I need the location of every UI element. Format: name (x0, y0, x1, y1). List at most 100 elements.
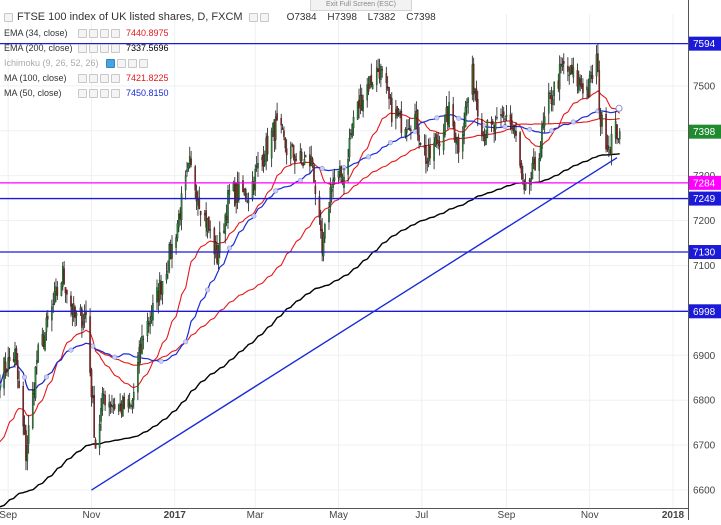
candle[interactable] (66, 289, 68, 304)
candle[interactable] (132, 383, 135, 409)
candle[interactable] (175, 234, 177, 255)
candle[interactable] (289, 141, 292, 166)
candle[interactable] (601, 111, 603, 134)
candle[interactable] (396, 105, 399, 119)
candle[interactable] (385, 66, 388, 94)
candle[interactable] (195, 184, 198, 211)
candle[interactable] (356, 101, 359, 121)
candle[interactable] (180, 186, 183, 231)
candle[interactable] (141, 324, 143, 355)
more-icon[interactable] (111, 29, 120, 38)
candle[interactable] (539, 140, 542, 162)
candle[interactable] (324, 222, 326, 243)
candle[interactable] (18, 370, 20, 389)
price-axis[interactable]: 7500740073007200710069006800670066007594… (688, 0, 721, 520)
candle[interactable] (149, 311, 151, 335)
title-controls[interactable] (248, 12, 269, 22)
candle[interactable] (109, 401, 112, 414)
eye-icon[interactable] (78, 44, 87, 53)
candle[interactable] (366, 77, 369, 108)
candle[interactable] (504, 116, 506, 126)
candle[interactable] (4, 352, 7, 379)
candle[interactable] (486, 119, 489, 139)
indicator-ema200[interactable]: EMA (200, close) 7337.5696 (4, 41, 436, 56)
candle[interactable] (400, 101, 403, 137)
candle[interactable] (247, 192, 250, 212)
candle[interactable] (388, 86, 390, 110)
candle[interactable] (552, 90, 554, 112)
candle[interactable] (448, 91, 450, 129)
candle[interactable] (453, 120, 456, 143)
candle[interactable] (380, 63, 382, 88)
candle[interactable] (283, 126, 285, 141)
candle[interactable] (433, 132, 435, 170)
candle[interactable] (519, 131, 521, 169)
candle[interactable] (410, 125, 412, 140)
candle[interactable] (520, 160, 523, 180)
candle[interactable] (303, 151, 306, 166)
eye-icon[interactable] (78, 29, 87, 38)
candle[interactable] (314, 179, 317, 206)
candle[interactable] (569, 65, 572, 76)
candle[interactable] (82, 313, 85, 331)
candle[interactable] (505, 105, 508, 122)
legend-collapse-icon[interactable] (4, 12, 13, 22)
candle[interactable] (319, 209, 322, 239)
indicator-ma50[interactable]: MA (50, close) 7450.8150 (4, 86, 436, 101)
candle[interactable] (511, 112, 513, 134)
candle[interactable] (438, 135, 441, 156)
trendline-handle[interactable] (615, 104, 623, 112)
candle[interactable] (313, 163, 315, 184)
candle[interactable] (79, 304, 82, 316)
candle[interactable] (27, 414, 30, 454)
indicator-controls[interactable] (78, 44, 120, 53)
indicator-ma100[interactable]: MA (100, close) 7421.8225 (4, 71, 436, 86)
candle[interactable] (579, 74, 581, 92)
candle[interactable] (60, 281, 63, 297)
candle[interactable] (405, 119, 408, 142)
candle[interactable] (31, 381, 34, 430)
candle[interactable] (370, 63, 373, 88)
candle[interactable] (63, 261, 65, 286)
candle[interactable] (608, 135, 610, 158)
candle[interactable] (53, 281, 56, 306)
candle[interactable] (274, 110, 277, 150)
candle[interactable] (6, 368, 8, 377)
candle[interactable] (390, 92, 393, 127)
candle[interactable] (538, 153, 541, 182)
more-icon[interactable] (111, 44, 120, 53)
candle[interactable] (167, 260, 169, 279)
candle[interactable] (56, 281, 59, 301)
candle[interactable] (7, 346, 9, 377)
candle[interactable] (389, 93, 392, 105)
candle[interactable] (416, 108, 419, 141)
candle[interactable] (586, 79, 588, 100)
candle[interactable] (419, 142, 422, 146)
candle[interactable] (494, 115, 497, 141)
more-icon[interactable] (111, 74, 120, 83)
candle[interactable] (567, 57, 569, 82)
candle[interactable] (257, 151, 259, 177)
candle[interactable] (397, 108, 400, 117)
settings-icon[interactable] (89, 29, 98, 38)
candle[interactable] (102, 388, 105, 405)
time-axis[interactable]: Sep Nov 2017 Mar May Jul Sep Nov 2018 (0, 508, 688, 521)
candle[interactable] (264, 150, 266, 168)
candle[interactable] (51, 299, 53, 332)
settings-icon[interactable] (259, 12, 269, 22)
candle[interactable] (104, 390, 106, 411)
candle[interactable] (213, 226, 216, 265)
indicator-controls[interactable] (78, 74, 120, 83)
horizontal-levels[interactable] (0, 42, 721, 312)
eye-icon[interactable] (248, 12, 258, 22)
candle[interactable] (362, 94, 364, 118)
candle[interactable] (83, 304, 86, 329)
candle[interactable] (496, 107, 498, 121)
settings-icon[interactable] (117, 59, 126, 68)
more-icon[interactable] (139, 59, 148, 68)
delete-icon[interactable] (100, 29, 109, 38)
candle[interactable] (522, 165, 524, 185)
candle[interactable] (311, 156, 314, 169)
candle[interactable] (44, 332, 46, 352)
candle[interactable] (588, 70, 591, 97)
